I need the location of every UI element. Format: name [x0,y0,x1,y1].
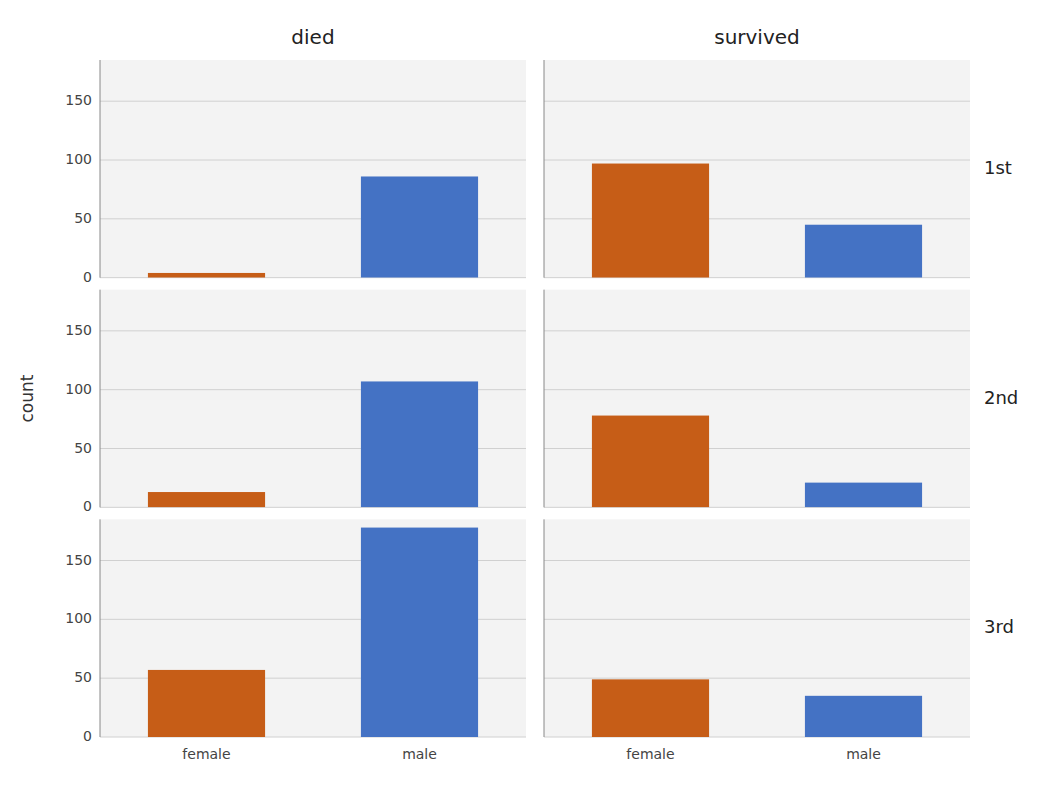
bars [592,164,922,278]
bar [148,670,265,737]
bar [592,416,709,508]
y-tick-label: 50 [74,669,92,685]
bars [148,176,478,277]
x-tick-label: male [402,746,437,762]
x-tick-label: female [182,746,230,762]
y-axis-line [544,519,545,737]
y-axis-line [100,519,101,737]
row-label: 1st [984,157,1012,178]
panel-background [544,290,970,508]
y-axis-line [100,290,101,508]
bar [361,528,478,737]
y-tick-label: 100 [65,151,92,167]
bar [361,381,478,507]
bar [592,679,709,737]
y-tick-label: 0 [83,498,92,514]
bar [148,492,265,507]
chart: count 0 50 100 150 died survived 1st 0 50 100 150 2n… [0,0,1050,787]
panel: 2nd [544,290,1018,508]
column-label: survived [714,25,800,49]
y-axis-line [544,60,545,278]
panel-background [100,60,526,278]
panel: 0 50 100 150 [65,290,526,515]
y-tick-label: 50 [74,210,92,226]
bar [592,164,709,278]
bars [592,416,922,508]
bars [148,381,478,507]
grid-line [544,678,970,679]
chart-container: count 0 50 100 150 died survived 1st 0 50 100 150 2n… [0,0,1050,787]
y-tick-label: 100 [65,381,92,397]
column-label: died [291,25,334,49]
y-tick-label: 150 [65,92,92,108]
row-label: 3rd [984,616,1014,637]
bar [148,273,265,278]
y-tick-label: 0 [83,728,92,744]
y-tick-label: 150 [65,322,92,338]
bar [805,225,922,278]
x-tick-label: male [846,746,881,762]
grid-line [544,389,970,390]
row-label: 2nd [984,387,1018,408]
panel: 0 50 100 150 died [65,25,526,285]
y-axis-line [100,60,101,278]
x-tick-label: female [626,746,674,762]
y-axis-line [544,290,545,508]
y-tick-label: 100 [65,610,92,626]
y-axis-label: count [17,374,37,422]
panel: survived 1st [544,25,1012,278]
panel: 0 50 100 150 female male [65,519,526,762]
panel-background [544,60,970,278]
bar [805,483,922,508]
panel-background [100,519,526,737]
bar [361,176,478,277]
y-tick-label: 50 [74,440,92,456]
grid-line [544,160,970,161]
panel-background [544,519,970,737]
panel-background [100,290,526,508]
grid-line [100,160,526,161]
bars [592,679,922,737]
y-tick-label: 150 [65,552,92,568]
panel: female male 3rd [544,519,1014,762]
y-tick-label: 0 [83,269,92,285]
grid-line [100,330,526,331]
grid-line [544,101,970,102]
bars [148,528,478,737]
grid-line [100,101,526,102]
grid-line [544,560,970,561]
grid-line [544,330,970,331]
bar [805,696,922,737]
grid-line [544,619,970,620]
